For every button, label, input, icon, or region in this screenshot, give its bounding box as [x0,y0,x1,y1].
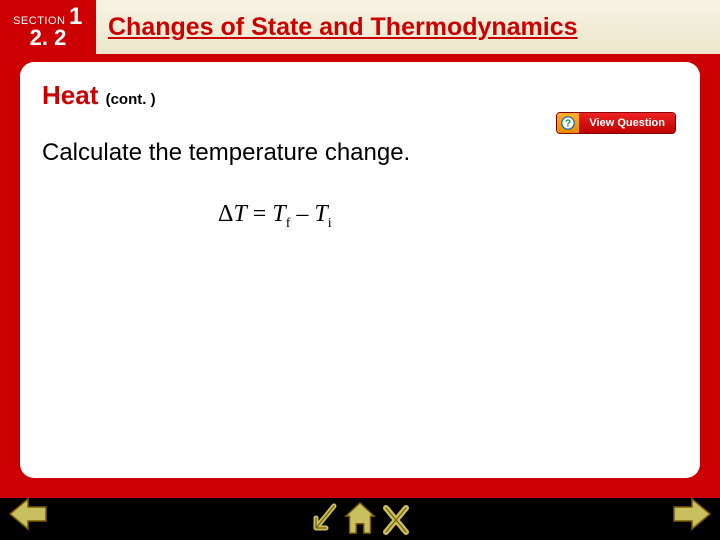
view-question-label: View Question [579,113,675,133]
heading-suffix: (cont. ) [106,91,156,108]
eq-var: T [233,201,246,227]
back-button[interactable] [306,498,342,540]
eq-t1: T [272,201,285,227]
prev-button[interactable] [8,497,48,536]
footer-nav [0,498,720,540]
slide-header: SECTION 1 2. 2 Changes of State and Ther… [0,0,720,54]
eq-delta: Δ [218,201,233,227]
title-area: Changes of State and Thermodynamics [96,0,720,54]
section-subnumber: 2. 2 [30,27,67,49]
home-button[interactable] [342,498,378,540]
section-number: 1 [69,3,83,30]
next-button[interactable] [672,497,712,536]
section-badge: SECTION 1 2. 2 [0,0,96,54]
view-question-button[interactable]: ? View Question [556,112,676,134]
eq-sub2: i [328,216,332,231]
question-mark-icon: ? [557,113,579,133]
equation: ΔT = Tf – Ti [218,201,678,232]
content-panel: Heat (cont. ) ? View Question Calculate … [20,62,700,478]
eq-t2: T [314,201,327,227]
eq-minus: – [290,201,314,227]
eq-equals: = [247,201,273,227]
content-heading: Heat (cont. ) [42,80,678,111]
svg-text:?: ? [565,119,571,130]
slide-title: Changes of State and Thermodynamics [108,13,578,42]
heading-main: Heat [42,80,98,110]
center-nav [306,498,414,540]
body-text: Calculate the temperature change. [42,139,678,167]
close-button[interactable] [378,498,414,540]
